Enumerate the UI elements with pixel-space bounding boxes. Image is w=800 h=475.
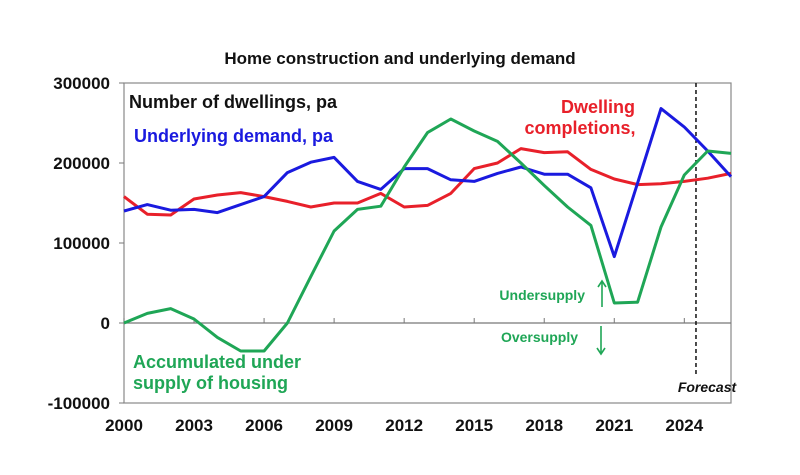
legend-accumulated-undersupply-line2: supply of housing bbox=[133, 373, 288, 393]
legend-accumulated-undersupply-line1: Accumulated under bbox=[133, 352, 301, 372]
series-underlying-demand bbox=[123, 107, 733, 259]
forecast-label: Forecast bbox=[678, 379, 738, 395]
x-tick-label: 2021 bbox=[595, 416, 633, 435]
y-axis-label: Number of dwellings, pa bbox=[129, 92, 338, 112]
x-tick-label: 2015 bbox=[455, 416, 493, 435]
y-tick-label: -100000 bbox=[48, 394, 110, 413]
legend-dwelling-completions-line2: completions, bbox=[524, 118, 635, 138]
x-tick-label: 2003 bbox=[175, 416, 213, 435]
y-tick-label: 300000 bbox=[53, 74, 110, 93]
chart-title: Home construction and underlying demand bbox=[224, 49, 575, 68]
x-tick-label: 2009 bbox=[315, 416, 353, 435]
series-accumulated-undersupply bbox=[123, 117, 732, 353]
oversupply-label: Oversupply bbox=[501, 329, 578, 345]
x-tick-label: 2000 bbox=[105, 416, 143, 435]
y-tick-label: 200000 bbox=[53, 154, 110, 173]
x-tick-label: 2024 bbox=[665, 416, 703, 435]
x-tick-label: 2018 bbox=[525, 416, 563, 435]
y-tick-label: 0 bbox=[101, 314, 110, 333]
undersupply-label: Undersupply bbox=[499, 287, 585, 303]
series-dwelling-completions bbox=[123, 147, 732, 217]
x-tick-label: 2006 bbox=[245, 416, 283, 435]
x-tick-label: 2012 bbox=[385, 416, 423, 435]
down-arrow-icon bbox=[596, 326, 606, 356]
up-arrow-icon bbox=[597, 279, 607, 307]
y-tick-label: 100000 bbox=[53, 234, 110, 253]
legend-underlying-demand: Underlying demand, pa bbox=[134, 126, 334, 146]
legend-dwelling-completions-line1: Dwelling bbox=[561, 97, 635, 117]
